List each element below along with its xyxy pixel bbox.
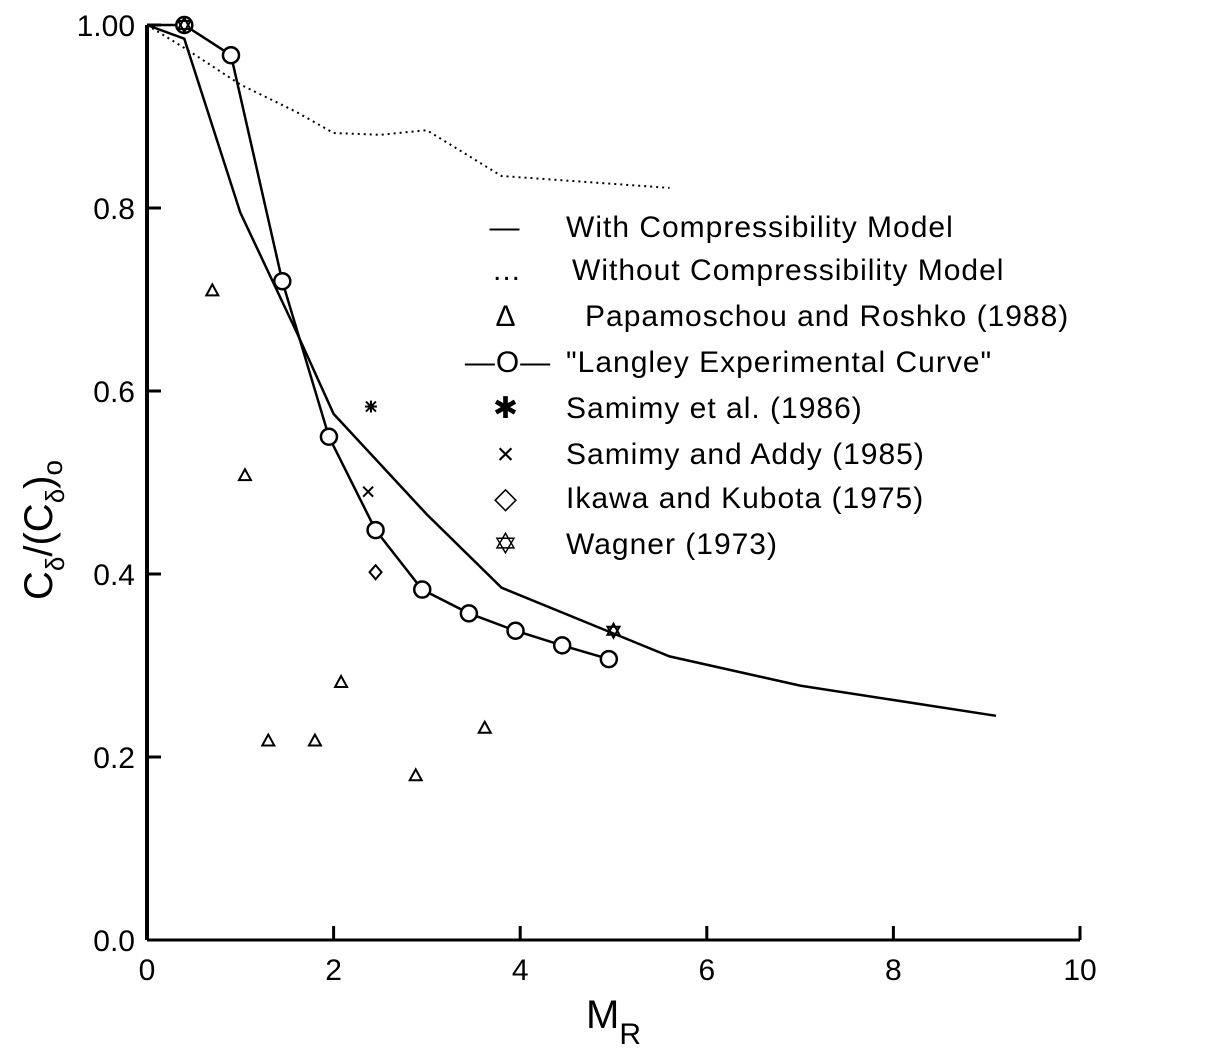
- legend-symbol-ikawa-kubota: ◇: [494, 482, 518, 515]
- wagner-star-point: [176, 20, 193, 35]
- langley-circle-point: [552, 636, 572, 655]
- legend-symbol-samimy-1986: ✱: [493, 392, 519, 425]
- series-line-langley: [147, 23, 610, 661]
- papamoschou-triangle-point: [333, 673, 349, 688]
- legend-symbol-with-compressibility: —: [490, 211, 521, 244]
- legend-symbol-wagner: ✡: [493, 528, 519, 561]
- papamoschou-triangle-point: [408, 767, 424, 782]
- papamoschou-triangle-point: [307, 732, 323, 747]
- x-tick-label: 0: [139, 954, 156, 987]
- series: [368, 563, 383, 581]
- y-tick-label: 0.6: [93, 376, 135, 409]
- y-axis-title-part-6: o: [37, 460, 68, 476]
- langley-circle-point: [319, 427, 339, 446]
- papamoschou-triangle-point: [477, 719, 493, 734]
- legend-label-langley: "Langley Experimental Curve": [566, 346, 992, 379]
- ikawa-kubota-diamond-point: [368, 563, 383, 581]
- langley-circle-point: [273, 271, 292, 291]
- wagner-star-point: [605, 621, 622, 636]
- legend-symbol-samimy-addy: ×: [497, 438, 516, 471]
- series-layer: [146, 15, 997, 782]
- x-tick-label: 6: [698, 954, 715, 987]
- x-axis-title-main: M: [586, 993, 619, 1037]
- legend-label-papamoschou: Papamoschou and Roshko (1988): [585, 300, 1069, 333]
- y-axis-title: Cδ/(Cδ)o: [17, 460, 70, 600]
- langley-circle-point: [221, 45, 241, 65]
- series: [146, 23, 997, 718]
- y-tick-label: 0.2: [93, 742, 135, 775]
- legend-label-samimy-addy: Samimy and Addy (1985): [566, 438, 925, 471]
- langley-circle-point: [599, 649, 619, 669]
- legend: — With Compressibility Model ... Without…: [465, 211, 1069, 561]
- x-tick-label: 4: [512, 954, 529, 987]
- wagner-star-point: [176, 15, 193, 30]
- papamoschou-triangle-point: [204, 282, 220, 297]
- langley-circle-point: [412, 580, 432, 599]
- wagner-star-point: [605, 625, 622, 640]
- y-axis-title-part-4: δ: [40, 489, 70, 503]
- legend-label-wagner: Wagner (1973): [566, 528, 778, 561]
- y-axis-title-part-1: C: [17, 571, 61, 600]
- y-tick-label: 1.00: [77, 10, 135, 43]
- series: [362, 485, 374, 498]
- x-ticks: 0 2 4 6 8 10: [139, 926, 1097, 987]
- samimy-1986-asterisk-stroke: [365, 400, 377, 413]
- y-axis-title-part-5: ): [17, 475, 61, 488]
- papamoschou-triangle-point: [260, 732, 276, 747]
- langley-circle-point: [459, 604, 479, 623]
- samimy-addy-x-stroke: [362, 485, 374, 498]
- legend-symbol-langley: —O—: [465, 346, 551, 379]
- y-axis-title-part-2: δ: [40, 557, 70, 571]
- legend-label-samimy-1986: Samimy et al. (1986): [566, 392, 863, 425]
- series: [147, 15, 619, 669]
- legend-label-without-compressibility: Without Compressibility Model: [572, 254, 1004, 287]
- legend-label-ikawa-kubota: Ikawa and Kubota (1975): [566, 482, 924, 515]
- y-axis-title-part-3: /(C: [17, 503, 61, 556]
- series: [364, 400, 377, 413]
- legend-symbol-without-compressibility: ...: [493, 254, 521, 287]
- langley-circle-point: [506, 621, 525, 640]
- x-tick-label: 10: [1063, 954, 1096, 987]
- x-tick-label: 2: [325, 954, 342, 987]
- axes: 0 2 4 6 8 10 0.0 0.2 0.4 0.6 0.8 1.00: [77, 10, 1097, 987]
- x-tick-label: 8: [885, 954, 902, 987]
- y-tick-label: 0.4: [93, 559, 135, 592]
- legend-label-with-compressibility: With Compressibility Model: [566, 211, 954, 244]
- series: [204, 282, 493, 782]
- x-axis-title: MR: [586, 993, 641, 1050]
- legend-symbol-papamoschou: Δ: [495, 300, 516, 333]
- y-tick-label: 0.8: [93, 193, 135, 226]
- langley-circle-point: [366, 520, 385, 540]
- y-tick-label: 0.0: [93, 925, 135, 958]
- papamoschou-triangle-point: [237, 467, 253, 482]
- series-line-with-compressibility: [146, 23, 997, 718]
- x-axis-title-subscript: R: [619, 1018, 641, 1050]
- series: [176, 15, 622, 640]
